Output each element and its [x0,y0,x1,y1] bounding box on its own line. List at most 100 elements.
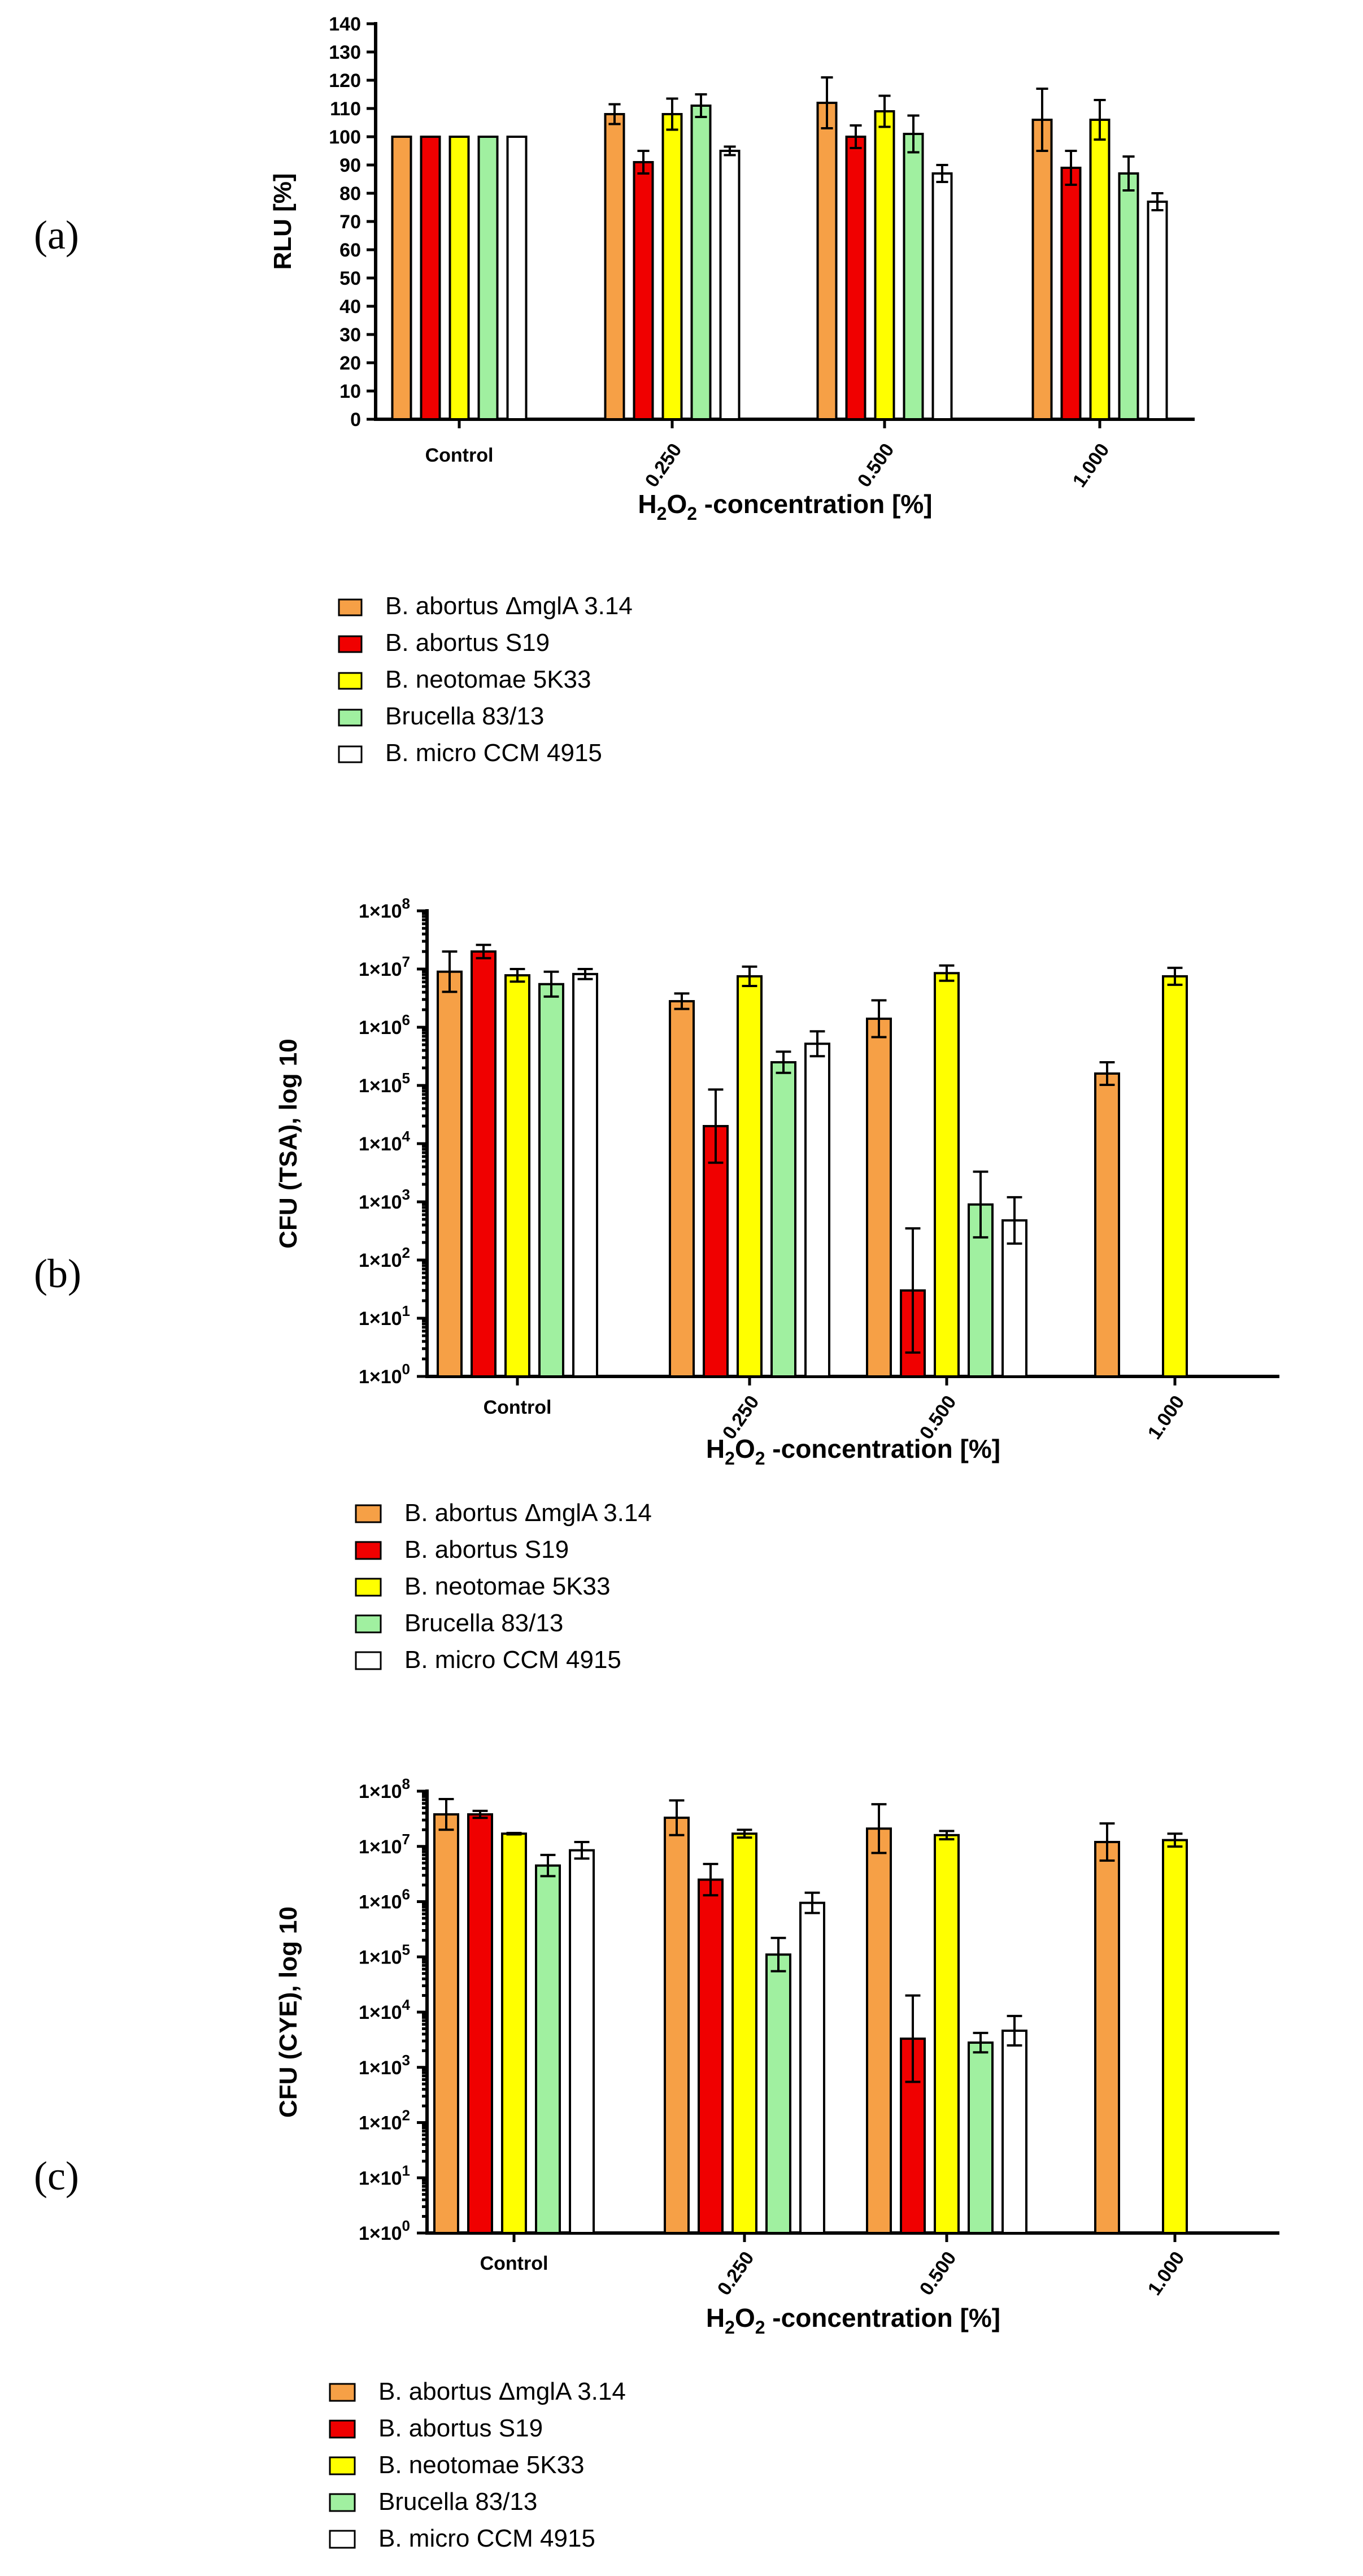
y-tick-exponent: 1 [402,2162,410,2179]
chart-panel-b: (b)1×1001×1011×1021×1031×1041×1051×1061×… [34,895,1279,1674]
y-tick-exponent: 8 [402,1775,410,1792]
y-tick-label: 1×105 [359,1070,410,1097]
bar [391,136,412,420]
legend-swatch [355,1651,382,1670]
y-tick-label: 20 [339,353,361,374]
legend: B. abortus ΔmglA 3.14 B. abortus S19 B. ne… [338,592,633,767]
bar [874,110,895,420]
chart-panel-c: (c)1×1001×1011×1021×1031×1041×1051×1061×… [34,1775,1279,2552]
x-axis-title-part: H [638,489,656,519]
bar [1060,167,1082,420]
y-tick-label: 1×102 [359,1244,410,1271]
y-tick-label: 70 [339,211,361,233]
bar [1147,201,1168,420]
bar [506,136,528,420]
legend-label: B. micro CCM 4915 [378,2525,595,2552]
x-axis-title-part: O [735,2303,755,2332]
y-tick-exponent: 7 [402,1831,410,1848]
y-axis-title: RLU [%] [269,173,297,270]
y-tick-label: 1×100 [359,1361,410,1388]
x-tick-label: 1.000 [1144,2248,1189,2300]
legend-swatch [355,1504,382,1523]
chart-panel-a: (a) 0 10 20 30 40 50 60 70 80 90 100 110 120 130 140 RLU… [34,14,1195,767]
legend-swatch [329,2530,356,2549]
y-tick-label: 1×100 [359,2217,410,2244]
bar [719,150,741,420]
legend-swatch [338,672,363,690]
bar [731,1832,757,2234]
panel-label: (a) [34,212,79,258]
bar [448,136,470,420]
y-tick-label: 140 [329,14,361,35]
x-tick-label: 0.250 [641,440,686,492]
bar [1001,2029,1027,2234]
bar [934,972,960,1378]
bar [471,950,497,1378]
bar [703,1124,729,1378]
y-tick-label: 1×103 [359,2052,410,2079]
y-tick-exponent: 0 [402,1361,410,1378]
y-tick-label: 1×107 [359,953,410,980]
y-tick-base: 1×10 [359,959,402,980]
y-tick-label: 1×102 [359,2107,410,2134]
legend: B. abortus ΔmglA 3.14 B. abortus S19 B. ne… [329,2378,626,2552]
bar [1162,1839,1188,2234]
x-axis-title-part: 2 [687,503,697,524]
bar [1031,119,1053,420]
legend-swatch [329,2383,356,2402]
y-tick-exponent: 5 [402,1941,410,1958]
bar [816,102,838,420]
legend-swatch [329,2456,356,2475]
legend-label: B. abortus ΔmglA 3.14 [404,1499,652,1527]
legend-swatch [355,1614,382,1634]
legend-swatch [329,2493,356,2512]
legend-label: B. abortus S19 [378,2414,543,2442]
bar [799,1901,825,2234]
legend-swatch [355,1541,382,1560]
legend-label: B. abortus S19 [385,629,550,657]
bar [535,1864,561,2234]
bar [569,1849,595,2235]
y-tick-base: 1×10 [359,1075,402,1097]
y-tick-base: 1×10 [359,2113,402,2134]
bar [538,983,564,1378]
y-tick-label: 0 [350,409,361,431]
legend-swatch [338,709,363,727]
x-axis-title-part: -concentration [%] [765,2303,1001,2332]
bar [737,975,763,1378]
y-tick-exponent: 0 [402,2217,410,2234]
legend-label: B. neotomae 5K33 [385,666,591,693]
y-tick-base: 1×10 [359,1192,402,1213]
x-tick-label: 0.500 [853,440,899,492]
bar [669,1000,695,1378]
bar [664,1817,690,2234]
bar [934,1834,960,2235]
y-tick-label: 60 [339,240,361,261]
bar [931,172,953,420]
y-tick-base: 1×10 [359,2002,402,2023]
y-tick-label: 1×101 [359,2162,410,2189]
y-tick-label: 1×108 [359,895,410,922]
bar [572,972,598,1378]
y-tick-base: 1×10 [359,2167,402,2189]
y-tick-label: 80 [339,183,361,205]
bar [1118,172,1139,420]
bar [477,136,499,420]
legend-label: B. neotomae 5K33 [378,2451,584,2479]
bar [903,133,924,420]
y-tick-base: 1×10 [359,2223,402,2244]
bar [1094,1072,1120,1378]
y-tick-exponent: 8 [402,895,410,912]
bar [1089,119,1111,420]
legend-label: B. micro CCM 4915 [404,1646,621,1674]
legend-swatch [355,1578,382,1597]
y-tick-label: 110 [330,98,361,120]
y-tick-label: 1×106 [359,1011,410,1039]
legend-label: Brucella 83/13 [404,1609,563,1637]
y-tick-exponent: 2 [402,2107,410,2124]
x-tick-label: 0.250 [713,2248,759,2300]
y-tick-exponent: 6 [402,1886,410,1903]
bar [866,1827,892,2235]
